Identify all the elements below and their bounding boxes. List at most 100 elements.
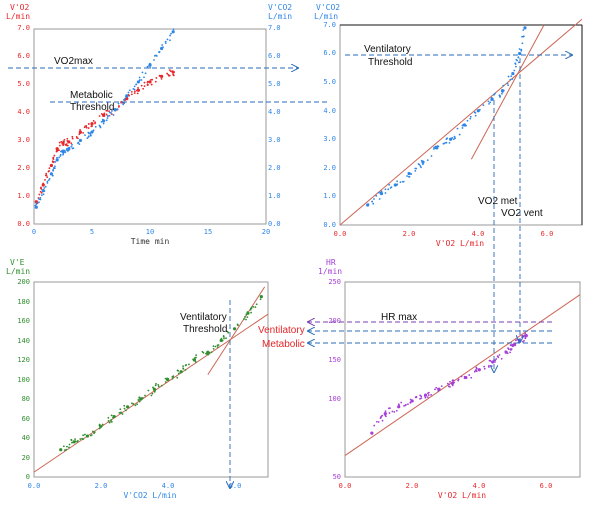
p1-series-1-cloud-point: [86, 137, 89, 140]
p4-series-0-cloud-point: [514, 343, 517, 346]
x-tick-5: 5: [90, 228, 94, 236]
panel-2-y-label-1: V'CO2: [316, 3, 340, 12]
p2-series-0-cloud-point: [510, 75, 513, 78]
y-tick-1.0: 1.0: [17, 192, 30, 200]
y-tick-2.0: 2.0: [323, 164, 336, 172]
p1-series-1-cloud-point: [125, 95, 127, 98]
vo2max-label: VO2max: [54, 56, 93, 67]
p3-series-0-cloud-point: [63, 449, 66, 452]
y-tick-4.0: 4.0: [323, 107, 336, 115]
p1-series-1-cloud-point: [126, 94, 129, 97]
p3-series-0-cloud-point: [140, 397, 143, 399]
p1-series-0-cloud-point: [168, 69, 171, 72]
p1-series-1-point-6: [78, 138, 82, 143]
p4-series-0-cloud-point: [515, 339, 517, 342]
p4-series-0-cloud-point: [500, 357, 503, 360]
p3-series-0-cloud-point: [245, 313, 248, 316]
p4-series-0-cloud-point: [424, 395, 426, 397]
p1-series-0-cloud-point: [47, 170, 50, 173]
p1-series-0-cloud-point: [65, 143, 68, 145]
p1-series-0-point-2: [49, 163, 54, 168]
p3-series-0-cloud-point: [234, 328, 237, 330]
p1-series-0-cloud-point: [130, 90, 133, 93]
p2-series-0-cloud-point: [522, 29, 525, 31]
p4-series-0-cloud-point: [473, 370, 476, 373]
p4-series-0-cloud-point: [495, 358, 498, 360]
p4-series-0-point-13: [524, 334, 528, 338]
p1-series-0-cloud-point: [103, 115, 106, 117]
y-tick-0.0: 0.0: [323, 221, 336, 229]
p1-series-0-cloud-point: [79, 132, 82, 134]
p2-series-0-cloud-point: [373, 198, 375, 200]
p1-series-0-cloud-point: [137, 87, 139, 89]
p1-series-1-cloud-point: [137, 80, 139, 83]
y-tick-140: 140: [17, 337, 30, 345]
p3-series-0-cloud-point: [62, 445, 65, 448]
p3-fit-line-0: [33, 313, 269, 473]
p3-series-0-cloud-point: [216, 346, 219, 348]
p1-series-1-cloud-point: [39, 197, 42, 199]
p3-series-0-point-2: [85, 434, 90, 438]
p2-series-0-cloud-point: [446, 137, 449, 140]
p1-series-1-cloud-point: [53, 165, 56, 168]
panel-3-plot-area: [33, 281, 269, 478]
p4-series-0-cloud-point: [448, 383, 450, 386]
p3-series-0-cloud-point: [112, 416, 114, 419]
p2-series-0-cloud-point: [453, 135, 456, 138]
p2-fit-line-0: [339, 18, 583, 226]
p1-series-0-cloud-point: [79, 128, 81, 131]
p4-series-0-cloud-point: [380, 415, 383, 418]
p1-series-0-cloud-point: [151, 78, 154, 81]
p2-series-0-cloud-point: [410, 173, 413, 175]
ventilatory-side-label: Ventilatory: [258, 325, 305, 336]
p1-series-0-cloud-point: [52, 161, 54, 164]
y-tick-250: 250: [328, 278, 341, 286]
p1-series-0-cloud-point: [118, 105, 120, 107]
p1-series-1-cloud-point: [133, 85, 136, 88]
p3-series-0-cloud-point: [91, 430, 94, 433]
p1-series-1-cloud-point: [162, 46, 164, 49]
p1-series-1-cloud-point: [138, 76, 141, 79]
p1-series-0-cloud-point: [45, 174, 48, 177]
p1-series-0-cloud-point: [58, 144, 61, 147]
p4-series-0-cloud-point: [491, 360, 493, 363]
p1-series-1-cloud-point: [106, 114, 109, 117]
p3-series-0-cloud-point: [221, 339, 224, 342]
p3-series-0-cloud-point: [250, 311, 252, 314]
p2-series-0-cloud-point: [435, 147, 438, 150]
p1-series-0-cloud-point: [106, 109, 109, 112]
p2-series-0-cloud-point: [522, 35, 525, 38]
p3-series-0-cloud-point: [121, 413, 124, 415]
p4-series-0-cloud-point: [497, 356, 500, 359]
y-tick-right-2.0: 2.0: [268, 164, 281, 172]
p2-series-0-cloud-point: [414, 169, 417, 172]
p2-series-0-cloud-point: [494, 92, 496, 95]
p1-series-1-cloud-point: [39, 198, 42, 201]
p3-series-0-cloud-point: [68, 443, 71, 446]
p3-series-0-cloud-point: [79, 438, 82, 440]
p1-series-0-cloud-point: [39, 190, 42, 193]
p2-series-0-cloud-point: [420, 166, 422, 169]
p2-series-0-cloud-point: [396, 180, 398, 183]
panel-4-points: [370, 332, 528, 435]
p1-series-1-cloud-point: [92, 129, 95, 132]
p3-series-0-cloud-point: [141, 397, 144, 399]
p3-series-0-cloud-point: [74, 440, 77, 443]
p3-series-0-cloud-point: [150, 394, 153, 397]
p1-series-1-cloud-point: [164, 40, 167, 43]
p1-series-0-cloud-point: [75, 135, 78, 138]
p3-series-0-cloud-point: [176, 376, 179, 379]
cross-panel-connectors: [494, 58, 520, 372]
p1-series-0-cloud-point: [150, 83, 153, 86]
p4-series-0-cloud-point: [393, 410, 396, 413]
p1-series-1-cloud-point: [34, 204, 37, 207]
p4-series-0-cloud-point: [398, 404, 401, 407]
p3-series-0-cloud-point: [195, 354, 197, 357]
p3-series-0-cloud-point: [225, 337, 227, 340]
p2-series-0-point-13: [523, 26, 527, 30]
p4-series-0-cloud-point: [494, 359, 497, 362]
y-tick-6.0: 6.0: [323, 49, 336, 57]
p1-series-1-cloud-point: [89, 134, 92, 137]
p1-series-1-cloud-point: [144, 72, 147, 75]
p2-series-0-cloud-point: [466, 119, 469, 122]
